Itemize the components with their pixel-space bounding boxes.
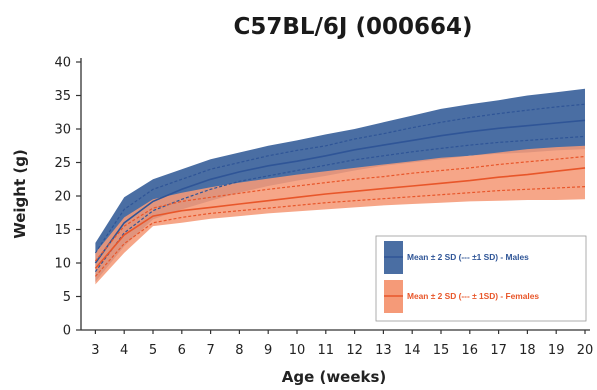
x-tick-label: 10 xyxy=(289,343,306,358)
mean-line-males xyxy=(94,119,586,264)
x-tick-label: 12 xyxy=(346,343,363,358)
y-tick-label: 5 xyxy=(63,290,71,305)
mean-line-females xyxy=(94,167,586,269)
y-tick-label: 40 xyxy=(54,56,71,71)
legend-item-females: Mean ± 2 SD (--- ± 1SD) - Females xyxy=(384,280,539,313)
x-tick-label: 19 xyxy=(548,343,565,358)
y-tick-label: 25 xyxy=(54,156,71,171)
legend: Mean ± 2 SD (--- ±1 SD) - Males Mean ± 2… xyxy=(375,235,587,322)
band-females xyxy=(95,145,586,285)
axes xyxy=(80,58,590,331)
x-tick-label: 3 xyxy=(91,343,99,358)
legend-item-males: Mean ± 2 SD (--- ±1 SD) - Males xyxy=(384,241,529,274)
x-tick-label: 4 xyxy=(120,343,128,358)
x-tick-label: 11 xyxy=(318,343,335,358)
sd1-lower-males xyxy=(94,135,586,273)
x-tick-label: 14 xyxy=(404,343,421,358)
y-tick-label: 0 xyxy=(63,324,71,339)
x-tick-label: 6 xyxy=(178,343,186,358)
y-tick-label: 35 xyxy=(54,89,71,104)
y-axis-title: Weight (g) xyxy=(11,149,29,239)
bands-layer xyxy=(95,88,586,285)
x-tick-label: 20 xyxy=(577,343,594,358)
lines-layer xyxy=(94,103,586,277)
x-axis-title: Age (weeks) xyxy=(282,368,387,386)
y-ticks: 0 5 10 15 20 25 30 35 40 xyxy=(54,56,81,339)
sd1-lower-females xyxy=(94,186,586,277)
legend-box xyxy=(375,235,587,322)
x-tick-label: 13 xyxy=(375,343,392,358)
x-ticks: 3 4 5 6 7 8 9 10 11 12 13 14 15 16 17 18 19 20 xyxy=(91,330,593,358)
x-tick-label: 9 xyxy=(264,343,272,358)
y-tick-label: 15 xyxy=(54,223,71,238)
x-tick-label: 8 xyxy=(235,343,243,358)
sd1-upper-females xyxy=(94,155,586,262)
legend-label-females: Mean ± 2 SD (--- ± 1SD) - Females xyxy=(407,291,539,301)
x-tick-label: 17 xyxy=(490,343,507,358)
x-tick-label: 18 xyxy=(519,343,536,358)
x-tick-label: 5 xyxy=(149,343,157,358)
x-tick-label: 16 xyxy=(462,343,479,358)
band-males xyxy=(95,88,586,282)
x-tick-label: 7 xyxy=(206,343,214,358)
y-tick-label: 30 xyxy=(54,123,71,138)
y-tick-label: 10 xyxy=(54,257,71,272)
y-tick-label: 20 xyxy=(54,190,71,205)
sd1-upper-males xyxy=(94,103,586,254)
legend-label-males: Mean ± 2 SD (--- ±1 SD) - Males xyxy=(407,252,529,262)
x-tick-label: 15 xyxy=(433,343,450,358)
chart-title: C57BL/6J (000664) xyxy=(233,14,472,40)
